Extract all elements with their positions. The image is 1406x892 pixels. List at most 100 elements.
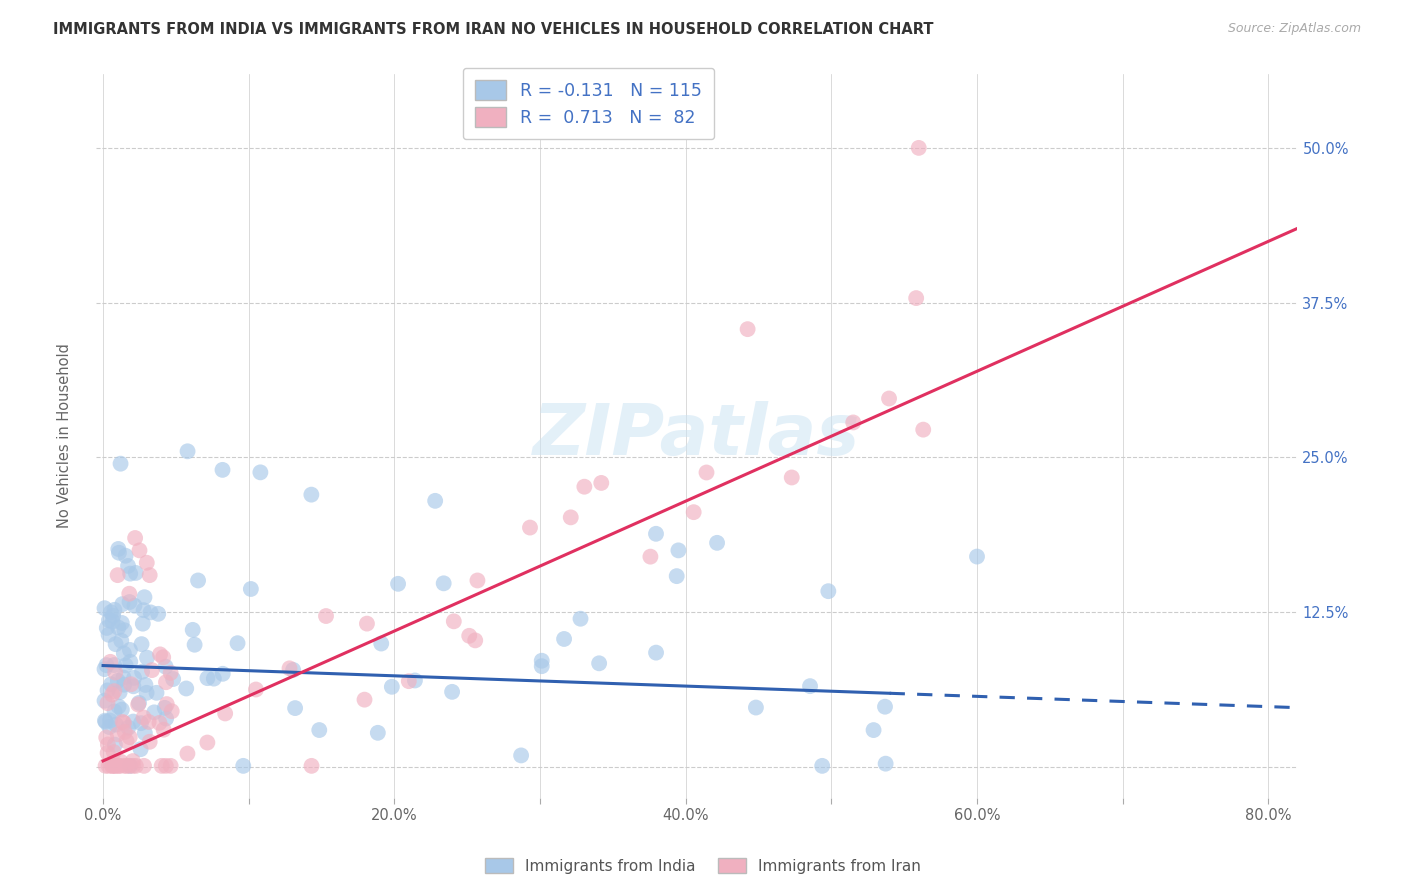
Point bbox=[443, 615, 465, 629]
Point bbox=[108, 546, 131, 560]
Point bbox=[284, 701, 307, 715]
Point bbox=[100, 677, 122, 691]
Point bbox=[176, 747, 198, 761]
Point bbox=[122, 714, 145, 729]
Point bbox=[159, 665, 181, 680]
Point bbox=[159, 759, 181, 773]
Point bbox=[433, 576, 456, 591]
Point bbox=[108, 759, 131, 773]
Point bbox=[873, 699, 896, 714]
Point bbox=[249, 466, 271, 480]
Point bbox=[640, 549, 662, 564]
Point bbox=[148, 607, 170, 621]
Point bbox=[907, 141, 929, 155]
Y-axis label: No Vehicles in Household: No Vehicles in Household bbox=[58, 343, 72, 528]
Point bbox=[98, 655, 121, 669]
Point bbox=[127, 698, 149, 712]
Point bbox=[110, 755, 132, 769]
Point bbox=[239, 582, 262, 596]
Point bbox=[187, 574, 209, 588]
Point bbox=[138, 735, 160, 749]
Point bbox=[112, 716, 135, 731]
Point bbox=[115, 759, 138, 773]
Point bbox=[118, 759, 141, 773]
Point bbox=[94, 714, 117, 728]
Point bbox=[530, 659, 553, 673]
Point bbox=[315, 609, 337, 624]
Point bbox=[107, 621, 129, 635]
Point bbox=[129, 716, 152, 731]
Point bbox=[842, 416, 865, 430]
Point bbox=[125, 759, 148, 773]
Point bbox=[530, 654, 553, 668]
Point bbox=[141, 663, 163, 677]
Point bbox=[152, 723, 174, 737]
Point bbox=[811, 759, 834, 773]
Point bbox=[111, 615, 134, 630]
Point bbox=[458, 629, 481, 643]
Point bbox=[665, 569, 688, 583]
Text: Source: ZipAtlas.com: Source: ZipAtlas.com bbox=[1227, 22, 1361, 36]
Point bbox=[128, 696, 150, 710]
Point bbox=[131, 637, 153, 651]
Point bbox=[150, 759, 173, 773]
Point bbox=[737, 322, 759, 336]
Point bbox=[125, 566, 148, 580]
Point bbox=[780, 470, 803, 484]
Point bbox=[148, 715, 170, 730]
Point bbox=[104, 665, 127, 680]
Point bbox=[97, 759, 120, 773]
Point bbox=[425, 493, 447, 508]
Point bbox=[134, 726, 156, 740]
Point bbox=[181, 623, 204, 637]
Point bbox=[96, 696, 118, 710]
Point bbox=[97, 628, 120, 642]
Text: ZIPatlas: ZIPatlas bbox=[533, 401, 860, 470]
Point bbox=[118, 587, 141, 601]
Point bbox=[112, 678, 135, 692]
Point bbox=[155, 759, 177, 773]
Point bbox=[136, 650, 159, 665]
Point bbox=[308, 723, 330, 737]
Point bbox=[645, 526, 668, 541]
Point bbox=[912, 423, 935, 437]
Point bbox=[226, 636, 249, 650]
Point bbox=[103, 658, 125, 673]
Point bbox=[467, 574, 489, 588]
Point bbox=[441, 685, 464, 699]
Point bbox=[132, 616, 155, 631]
Point bbox=[118, 759, 141, 773]
Point bbox=[591, 475, 613, 490]
Point bbox=[101, 759, 124, 773]
Point bbox=[97, 683, 120, 698]
Point bbox=[682, 505, 704, 519]
Point bbox=[110, 633, 132, 648]
Point bbox=[569, 612, 592, 626]
Point bbox=[134, 591, 156, 605]
Point bbox=[107, 568, 129, 582]
Point bbox=[519, 520, 541, 534]
Point bbox=[817, 584, 839, 599]
Point bbox=[122, 671, 145, 685]
Point bbox=[214, 706, 236, 721]
Point bbox=[862, 723, 884, 737]
Legend: R = -0.131   N = 115, R =  0.713   N =  82: R = -0.131 N = 115, R = 0.713 N = 82 bbox=[463, 68, 714, 139]
Point bbox=[134, 678, 156, 692]
Point bbox=[96, 731, 118, 745]
Point bbox=[111, 703, 134, 717]
Point bbox=[103, 684, 125, 698]
Point bbox=[93, 694, 115, 708]
Point bbox=[132, 710, 155, 724]
Point bbox=[118, 643, 141, 657]
Point bbox=[131, 665, 153, 679]
Point bbox=[111, 597, 134, 611]
Point bbox=[93, 601, 115, 615]
Point bbox=[464, 633, 486, 648]
Point bbox=[139, 606, 162, 620]
Point bbox=[120, 566, 142, 581]
Point bbox=[155, 711, 177, 725]
Point bbox=[281, 663, 304, 677]
Point bbox=[211, 666, 233, 681]
Point bbox=[211, 463, 233, 477]
Point bbox=[160, 704, 183, 718]
